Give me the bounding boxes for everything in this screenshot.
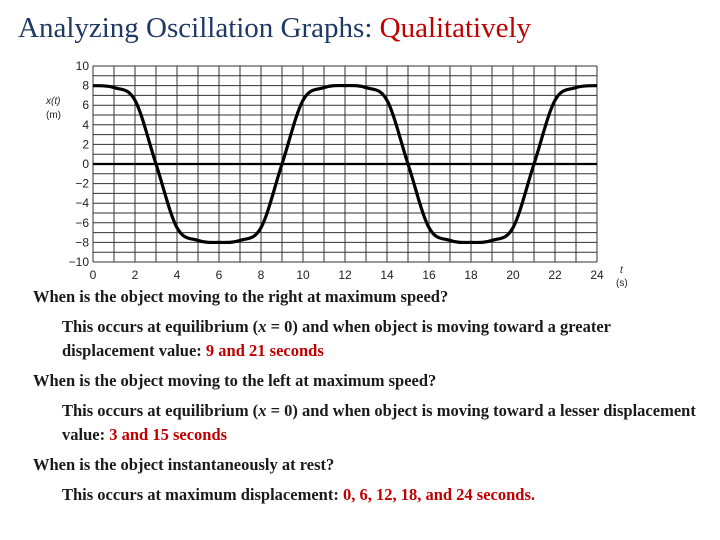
x-tick-label: 8 (258, 268, 265, 282)
chart-series (92, 83, 598, 245)
x-tick-label: 12 (338, 268, 352, 282)
title-main: Analyzing Oscillation Graphs: (18, 12, 380, 44)
x-tick-label: 4 (174, 268, 181, 282)
x-axis-unit: (s) (616, 278, 628, 289)
page-title: Analyzing Oscillation Graphs: Qualitativ… (18, 12, 531, 45)
x-tick-label: 14 (380, 268, 394, 282)
x-tick-label: 16 (422, 268, 436, 282)
answer-2: This occurs at equilibrium (x = 0) and w… (62, 401, 696, 444)
question-3: When is the object instantaneously at re… (33, 455, 335, 474)
x-axis-label: t (620, 265, 624, 276)
x-tick-label: 0 (90, 268, 97, 282)
title-accent: Qualitatively (379, 12, 532, 44)
y-tick-label: −10 (69, 255, 90, 269)
y-tick-label: −6 (75, 216, 89, 230)
y-tick-label: 6 (82, 98, 89, 112)
y-axis-unit: (m) (46, 110, 61, 121)
answer-1-highlight: 9 and 21 seconds (205, 341, 324, 360)
y-tick-label: −4 (75, 196, 89, 210)
y-tick-label: 2 (82, 137, 89, 151)
x-tick-label: 2 (132, 268, 139, 282)
question-1: When is the object moving to the right a… (33, 287, 449, 306)
question-2: When is the object moving to the left at… (33, 371, 437, 390)
answer-2-highlight: 3 and 15 seconds (109, 425, 228, 444)
answer-1: This occurs at equilibrium (x = 0) and w… (62, 317, 611, 360)
y-tick-label: 10 (76, 59, 90, 73)
y-tick-label: 0 (82, 157, 89, 171)
y-tick-label: −8 (75, 235, 89, 249)
x-tick-label: 10 (296, 268, 310, 282)
answer-3-highlight: 0, 6, 12, 18, and 24 seconds. (342, 485, 536, 504)
y-axis-label: x(t) (45, 96, 60, 107)
x-tick-label: 22 (548, 268, 562, 282)
chart-grid (92, 65, 598, 263)
y-tick-label: −2 (75, 177, 89, 191)
answer-3: This occurs at maximum displacement: 0, … (62, 485, 536, 504)
x-tick-label: 18 (464, 268, 478, 282)
x-tick-label: 6 (216, 268, 223, 282)
y-tick-label: 4 (82, 118, 89, 132)
x-tick-label: 24 (590, 268, 604, 282)
y-tick-label: 8 (82, 79, 89, 93)
series-line (92, 83, 598, 245)
x-tick-label: 20 (506, 268, 520, 282)
